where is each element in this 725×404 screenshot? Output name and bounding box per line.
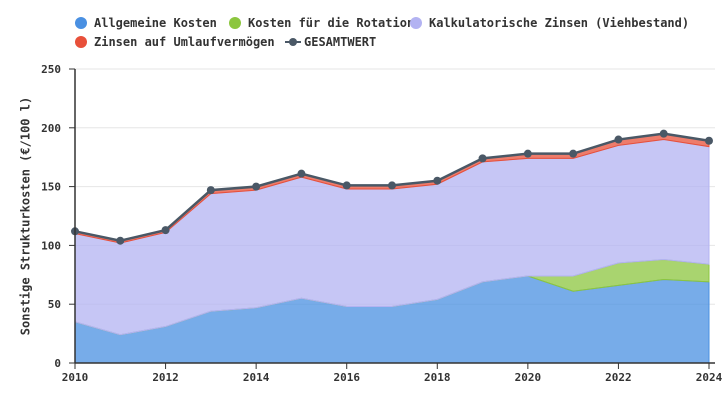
- total-point: [614, 135, 623, 144]
- legend-symbol: [75, 17, 87, 29]
- y-tick-label: 100: [41, 239, 61, 252]
- total-point: [705, 136, 713, 145]
- total-point: [433, 176, 442, 185]
- y-tick-label: 200: [41, 122, 61, 135]
- x-tick-label: 2020: [515, 371, 542, 384]
- y-tick-label: 150: [41, 181, 61, 194]
- x-tick-label: 2014: [243, 371, 270, 384]
- total-point: [297, 169, 306, 178]
- total-point: [342, 181, 351, 190]
- total-point: [569, 149, 578, 158]
- legend-label[interactable]: GESAMTWERT: [304, 35, 376, 49]
- legend-label[interactable]: Kalkulatorische Zinsen (Viehbestand): [429, 16, 689, 30]
- x-tick-label: 2022: [605, 371, 632, 384]
- legend-symbol: [289, 38, 297, 46]
- legend-symbol: [229, 17, 241, 29]
- x-tick-label: 2018: [424, 371, 451, 384]
- y-tick-label: 0: [54, 357, 61, 370]
- y-tick-label: 50: [48, 298, 61, 311]
- total-point: [523, 149, 532, 158]
- legend-label[interactable]: Allgemeine Kosten: [94, 16, 217, 30]
- total-point: [252, 182, 261, 191]
- y-axis-label: Sonstige Strukturkosten (€/100 l): [19, 97, 33, 335]
- x-tick-label: 2010: [62, 371, 89, 384]
- x-tick-label: 2024: [696, 371, 723, 384]
- legend-symbol: [75, 36, 87, 48]
- total-point: [161, 226, 170, 235]
- total-point: [388, 181, 396, 190]
- legend-label[interactable]: Kosten für die Rotation: [248, 16, 414, 30]
- x-tick-label: 2016: [333, 371, 360, 384]
- total-point: [659, 129, 668, 138]
- total-point: [206, 186, 215, 195]
- x-tick-label: 2012: [152, 371, 179, 384]
- total-point: [116, 236, 125, 245]
- total-point: [478, 154, 487, 163]
- legend-label[interactable]: Zinsen auf Umlaufvermögen: [94, 35, 275, 49]
- legend-symbol: [410, 17, 422, 29]
- y-tick-label: 250: [41, 63, 61, 76]
